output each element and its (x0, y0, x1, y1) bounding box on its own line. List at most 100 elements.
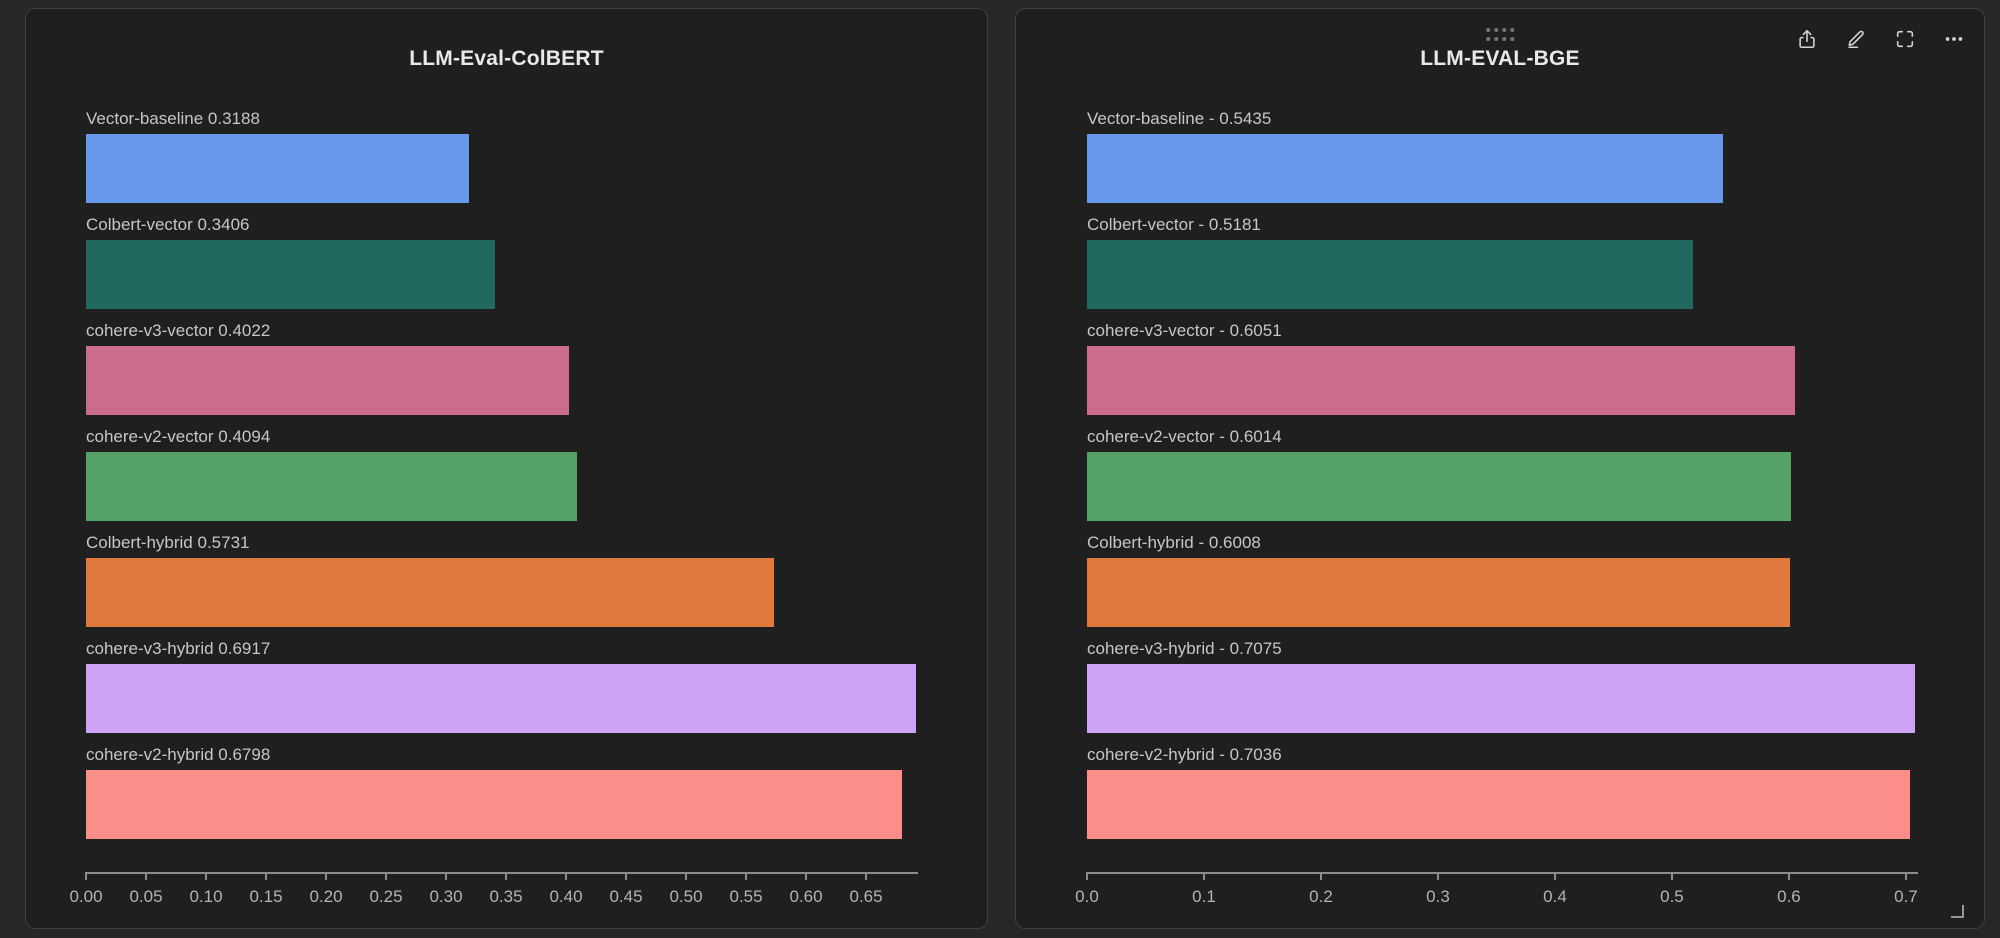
bar-cohere-v3-hybrid[interactable] (86, 664, 917, 733)
x-axis-tick: 0.00 (56, 872, 116, 907)
tick-label: 0.40 (549, 887, 583, 906)
tick-label: 0.65 (849, 887, 883, 906)
bar-cohere-v2-vector[interactable] (1087, 452, 1791, 521)
tick-mark (325, 872, 327, 880)
tick-label: 0.3 (1426, 887, 1450, 906)
tick-label: 0.50 (669, 887, 703, 906)
x-axis-tick: 0.20 (296, 872, 356, 907)
bar-cohere-v2-hybrid[interactable] (1087, 770, 1911, 839)
tick-mark (1086, 872, 1088, 880)
tick-mark (205, 872, 207, 880)
tick-mark (385, 872, 387, 880)
tick-label: 0.60 (789, 887, 823, 906)
bar-row: cohere-v3-vector 0.4022 (86, 321, 918, 415)
tick-label: 0.00 (69, 887, 103, 906)
tick-mark (445, 872, 447, 880)
bar-label: Colbert-hybrid - 0.6008 (1087, 533, 1261, 552)
tick-mark (1671, 872, 1673, 880)
fullscreen-icon[interactable] (1893, 27, 1917, 51)
tick-label: 0.15 (249, 887, 283, 906)
x-axis-tick: 0.7 (1876, 872, 1936, 907)
card-toolbar (1795, 27, 1966, 51)
x-axis-tick: 0.5 (1642, 872, 1702, 907)
tick-mark (505, 872, 507, 880)
bar-cohere-v2-vector[interactable] (86, 452, 578, 521)
bar-label: cohere-v3-hybrid - 0.7075 (1087, 639, 1282, 658)
x-axis: 0.00 0.05 0.10 0.15 0.20 0.25 0.30 0.35 0.40 0.45… (69, 872, 918, 914)
tick-label: 0.5 (1660, 887, 1684, 906)
tick-label: 0.20 (309, 887, 343, 906)
tick-mark (1905, 872, 1907, 880)
tick-mark (1203, 872, 1205, 880)
x-axis-tick: 0.25 (356, 872, 416, 907)
x-axis-tick: 0.1 (1174, 872, 1234, 907)
bar-vector-baseline[interactable] (1087, 134, 1723, 203)
bar-colbert-vector[interactable] (86, 240, 495, 309)
tick-mark (745, 872, 747, 880)
share-export-icon[interactable] (1795, 27, 1819, 51)
x-axis-tick: 0.10 (176, 872, 236, 907)
x-axis-tick: 0.60 (776, 872, 836, 907)
drag-handle-icon[interactable] (1486, 28, 1514, 41)
tick-label: 0.10 (189, 887, 223, 906)
bar-label: cohere-v3-hybrid 0.6917 (86, 639, 271, 658)
bar-label: cohere-v3-vector - 0.6051 (1087, 321, 1282, 340)
x-axis-tick: 0.45 (596, 872, 656, 907)
bar-row: Colbert-hybrid - 0.6008 (1087, 533, 1918, 627)
x-axis-tick: 0.6 (1759, 872, 1819, 907)
x-axis: 0.0 0.1 0.2 0.3 0.4 0.5 0.6 0.7 (1075, 872, 1918, 914)
bar-row: cohere-v2-hybrid 0.6798 (86, 745, 918, 839)
bar-cohere-v3-hybrid[interactable] (1087, 664, 1915, 733)
x-axis-tick: 0.2 (1291, 872, 1351, 907)
bar-row: cohere-v3-hybrid - 0.7075 (1087, 639, 1918, 733)
bar-row: cohere-v2-vector - 0.6014 (1087, 427, 1918, 521)
more-options-icon[interactable] (1942, 27, 1966, 51)
tick-label: 0.6 (1777, 887, 1801, 906)
x-axis-tick: 0.15 (236, 872, 296, 907)
bar-label: Colbert-vector 0.3406 (86, 215, 250, 234)
bar-colbert-vector[interactable] (1087, 240, 1694, 309)
resize-handle-icon[interactable] (1951, 905, 1964, 918)
bar-label: Colbert-vector - 0.5181 (1087, 215, 1261, 234)
tick-label: 0.30 (429, 887, 463, 906)
chart-card-llm-eval-colbert: LLM-Eval-ColBERT Vector-baseline 0.3188 C… (25, 8, 988, 929)
bar-cohere-v3-vector[interactable] (1087, 346, 1795, 415)
tick-label: 0.25 (369, 887, 403, 906)
x-axis-tick: 0.40 (536, 872, 596, 907)
bar-row: cohere-v3-vector - 0.6051 (1087, 321, 1918, 415)
tick-label: 0.4 (1543, 887, 1567, 906)
bar-plot: Vector-baseline - 0.5435 Colbert-vector -… (1087, 109, 1918, 851)
chart-title: LLM-EVAL-BGE (1420, 47, 1580, 70)
bar-row: Colbert-vector 0.3406 (86, 215, 918, 309)
x-axis-tick: 0.35 (476, 872, 536, 907)
x-axis-tick: 0.05 (116, 872, 176, 907)
bar-row: cohere-v3-hybrid 0.6917 (86, 639, 918, 733)
x-axis-tick: 0.4 (1525, 872, 1585, 907)
tick-mark (85, 872, 87, 880)
bar-label: Vector-baseline - 0.5435 (1087, 109, 1272, 128)
bar-cohere-v2-hybrid[interactable] (86, 770, 902, 839)
tick-mark (1320, 872, 1322, 880)
tick-mark (1554, 872, 1556, 880)
bar-colbert-hybrid[interactable] (1087, 558, 1790, 627)
tick-mark (145, 872, 147, 880)
tick-mark (865, 872, 867, 880)
tick-mark (625, 872, 627, 880)
bar-label: cohere-v2-hybrid 0.6798 (86, 745, 271, 764)
tick-mark (565, 872, 567, 880)
bar-label: cohere-v3-vector 0.4022 (86, 321, 271, 340)
edit-pencil-icon[interactable] (1844, 27, 1868, 51)
tick-mark (265, 872, 267, 880)
bar-label: cohere-v2-hybrid - 0.7036 (1087, 745, 1282, 764)
x-axis-tick: 0.65 (836, 872, 896, 907)
bar-label: Vector-baseline 0.3188 (86, 109, 260, 128)
bar-colbert-hybrid[interactable] (86, 558, 774, 627)
bar-vector-baseline[interactable] (86, 134, 469, 203)
bar-cohere-v3-vector[interactable] (86, 346, 569, 415)
bar-label: Colbert-hybrid 0.5731 (86, 533, 250, 552)
tick-label: 0.0 (1075, 887, 1099, 906)
bar-row: Vector-baseline - 0.5435 (1087, 109, 1918, 203)
x-axis-tick: 0.50 (656, 872, 716, 907)
x-axis-tick: 0.55 (716, 872, 776, 907)
